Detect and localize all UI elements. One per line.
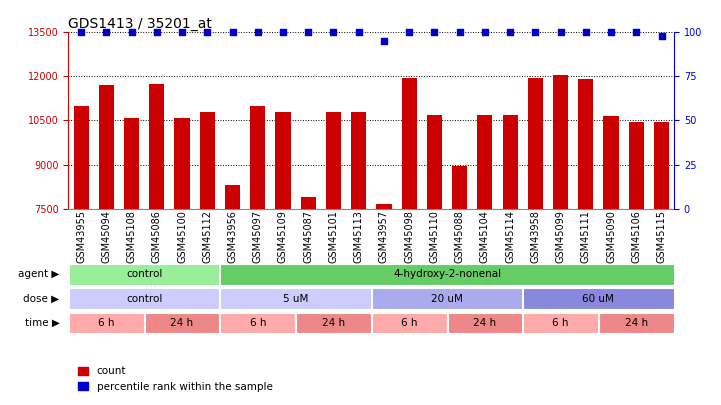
Point xyxy=(327,29,339,36)
Text: 5 uM: 5 uM xyxy=(283,294,309,304)
Text: 6 h: 6 h xyxy=(249,318,266,328)
Bar xyxy=(200,112,215,209)
Point xyxy=(428,29,440,36)
Bar xyxy=(326,112,341,209)
Bar xyxy=(402,78,417,209)
Bar xyxy=(528,78,543,209)
Point xyxy=(353,29,364,36)
Bar xyxy=(99,85,114,209)
Bar xyxy=(301,197,316,209)
Bar xyxy=(477,115,492,209)
Bar xyxy=(372,288,522,309)
Bar xyxy=(149,84,164,209)
Bar xyxy=(372,313,446,333)
Point xyxy=(479,29,490,36)
Point xyxy=(605,29,616,36)
Bar xyxy=(523,313,598,333)
Bar xyxy=(654,122,669,209)
Bar xyxy=(221,264,673,285)
Legend: count, percentile rank within the sample: count, percentile rank within the sample xyxy=(74,362,277,396)
Bar xyxy=(225,185,240,209)
Bar xyxy=(69,313,143,333)
Point xyxy=(630,29,642,36)
Text: 6 h: 6 h xyxy=(98,318,115,328)
Bar xyxy=(74,106,89,209)
Bar xyxy=(69,264,219,285)
Text: time ▶: time ▶ xyxy=(25,318,59,328)
Bar xyxy=(124,117,139,209)
Point xyxy=(176,29,187,36)
Point xyxy=(101,29,112,36)
Bar xyxy=(296,313,371,333)
Text: dose ▶: dose ▶ xyxy=(23,294,59,304)
Text: GDS1413 / 35201_at: GDS1413 / 35201_at xyxy=(68,17,213,31)
Bar xyxy=(448,313,522,333)
Bar xyxy=(376,204,392,209)
Point xyxy=(76,29,87,36)
Text: agent ▶: agent ▶ xyxy=(18,269,59,279)
Bar xyxy=(603,116,619,209)
Bar xyxy=(578,79,593,209)
Point xyxy=(404,29,415,36)
Point xyxy=(226,29,238,36)
Point xyxy=(580,29,591,36)
Point xyxy=(202,29,213,36)
Point xyxy=(252,29,264,36)
Bar xyxy=(351,112,366,209)
Point xyxy=(529,29,541,36)
Text: 24 h: 24 h xyxy=(473,318,497,328)
Bar xyxy=(523,288,673,309)
Point xyxy=(303,29,314,36)
Point xyxy=(126,29,138,36)
Bar xyxy=(599,313,673,333)
Text: 24 h: 24 h xyxy=(170,318,194,328)
Text: control: control xyxy=(126,294,162,304)
Text: 24 h: 24 h xyxy=(322,318,345,328)
Bar xyxy=(250,106,265,209)
Text: control: control xyxy=(126,269,162,279)
Bar xyxy=(275,112,291,209)
Point xyxy=(151,29,163,36)
Point xyxy=(378,38,389,45)
Point xyxy=(555,29,567,36)
Bar xyxy=(553,75,568,209)
Bar xyxy=(452,166,467,209)
Point xyxy=(655,33,667,39)
Bar xyxy=(503,115,518,209)
Bar xyxy=(221,288,371,309)
Bar xyxy=(629,122,644,209)
Point xyxy=(505,29,516,36)
Text: 20 uM: 20 uM xyxy=(431,294,463,304)
Bar xyxy=(174,117,190,209)
Bar xyxy=(221,313,295,333)
Text: 4-hydroxy-2-nonenal: 4-hydroxy-2-nonenal xyxy=(393,269,501,279)
Text: 24 h: 24 h xyxy=(624,318,648,328)
Point xyxy=(454,29,466,36)
Text: 6 h: 6 h xyxy=(401,318,417,328)
Point xyxy=(277,29,288,36)
Bar xyxy=(145,313,219,333)
Bar xyxy=(427,115,442,209)
Text: 6 h: 6 h xyxy=(552,318,569,328)
Text: 60 uM: 60 uM xyxy=(583,294,614,304)
Bar xyxy=(69,288,219,309)
